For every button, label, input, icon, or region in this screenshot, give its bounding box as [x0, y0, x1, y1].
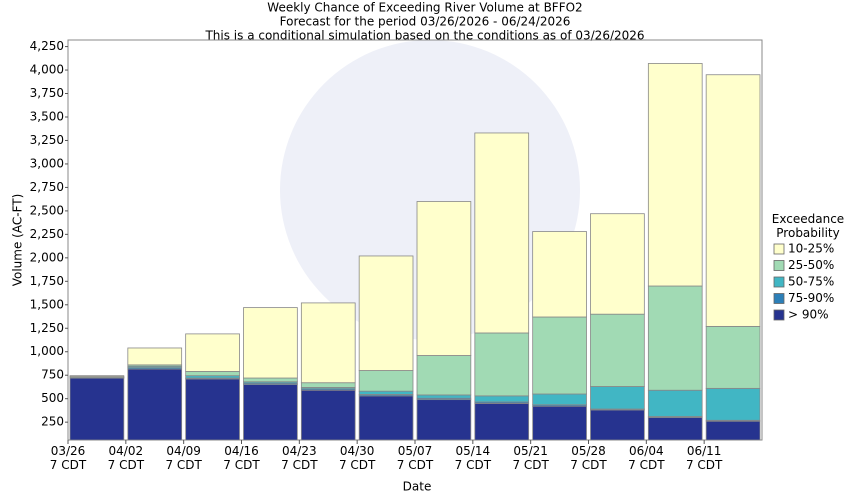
bar-segment — [474, 332, 530, 397]
bar-segment — [185, 378, 240, 441]
y-tick-label: 500 — [41, 391, 64, 405]
legend-swatch — [773, 293, 785, 304]
bar-segment — [358, 395, 414, 441]
legend-title: Exceedance Probability — [771, 212, 845, 240]
chart-subtitle: This is a conditional simulation based o… — [204, 29, 644, 43]
y-tick-label: 1,500 — [30, 297, 64, 311]
y-tick-label: 1,750 — [30, 274, 64, 288]
bar-segment — [300, 382, 356, 388]
bar-segment — [532, 393, 587, 406]
bar-segment — [185, 333, 240, 372]
bar-segment — [705, 325, 761, 389]
x-tick-label: 04/09 7 CDT — [165, 444, 202, 472]
bar-segment — [532, 231, 587, 318]
x-tick-label: 05/14 7 CDT — [454, 444, 492, 472]
legend-swatch — [773, 243, 785, 255]
legend-label: 50-75% — [788, 275, 834, 289]
y-tick-label: 750 — [41, 368, 64, 382]
bar-segment — [69, 375, 125, 378]
x-tick-label: 05/21 7 CDT — [512, 444, 549, 472]
bar-segment — [185, 371, 240, 377]
bar-segment — [647, 285, 703, 391]
x-tick-label: 06/11 7 CDT — [685, 444, 723, 472]
bar-segment — [705, 420, 761, 441]
y-tick-label: 2,000 — [30, 250, 64, 264]
y-tick-label: 1,000 — [30, 344, 64, 358]
x-tick-label: 06/04 7 CDT — [628, 444, 665, 472]
bar-segment — [416, 394, 472, 399]
y-tick-label: 2,750 — [30, 180, 64, 194]
x-tick-label: 04/30 7 CDT — [338, 444, 376, 472]
bar-segment — [416, 355, 472, 396]
chart-title: Weekly Chance of Exceeding River Volume … — [267, 1, 582, 15]
bar-segment — [474, 395, 530, 403]
y-tick-label: 2,500 — [30, 203, 64, 217]
legend-swatch — [773, 260, 785, 271]
x-axis-label: Date — [403, 480, 432, 494]
legend-label: 10-25% — [788, 242, 834, 256]
y-axis-label: Volume (AC-FT) — [11, 194, 25, 287]
y-tick-label: 3,500 — [30, 109, 64, 123]
legend-label: 75-90% — [788, 291, 834, 305]
x-tick-label: 04/16 7 CDT — [223, 444, 260, 472]
bar-segment — [705, 387, 761, 421]
y-tick-label: 4,250 — [30, 39, 64, 53]
bar-segment — [647, 389, 703, 417]
bar-segment — [358, 390, 414, 395]
y-tick-label: 2,250 — [30, 227, 64, 241]
bar-segment — [127, 347, 183, 366]
bar-segment — [243, 384, 298, 441]
x-tick-label: 03/26 7 CDT — [49, 444, 87, 472]
y-tick-label: 4,000 — [30, 63, 64, 77]
y-tick-label: 1,250 — [30, 321, 64, 335]
x-tick-label: 04/02 7 CDT — [107, 444, 145, 472]
bar-segment — [532, 405, 587, 441]
bar-segment — [127, 368, 183, 441]
bar-segment — [474, 402, 530, 441]
bar-segment — [358, 370, 414, 392]
chart-subtitle: Forecast for the period 03/26/2026 - 06/… — [280, 15, 571, 29]
bar-segment — [590, 213, 645, 315]
bar-segment — [243, 307, 298, 379]
x-tick-label: 05/28 7 CDT — [570, 444, 607, 472]
bar-segment — [358, 255, 414, 371]
y-tick-label: 3,000 — [30, 156, 64, 170]
y-tick-label: 3,750 — [30, 86, 64, 100]
bar-segment — [243, 377, 298, 383]
bar-segment — [705, 74, 761, 327]
x-tick-label: 04/23 7 CDT — [281, 444, 318, 472]
bar-segment — [300, 389, 356, 441]
legend-swatch — [773, 309, 785, 321]
legend-label: > 90% — [788, 308, 829, 322]
bar-segment — [474, 132, 530, 334]
bar-segment — [416, 399, 472, 441]
y-tick-label: 3,250 — [30, 133, 64, 147]
bar-segment — [590, 313, 645, 387]
bar-segment — [69, 377, 125, 441]
legend-label: 25-50% — [788, 258, 834, 272]
bar-segment — [532, 316, 587, 395]
bar-segment — [300, 302, 356, 384]
bar-segment — [647, 63, 703, 287]
bar-segment — [590, 409, 645, 441]
bar-segment — [647, 417, 703, 441]
legend-swatch — [773, 276, 785, 288]
bar-segment — [416, 201, 472, 356]
y-tick-label: 250 — [41, 415, 64, 429]
x-tick-label: 05/07 7 CDT — [396, 444, 434, 472]
bar-segment — [590, 386, 645, 410]
